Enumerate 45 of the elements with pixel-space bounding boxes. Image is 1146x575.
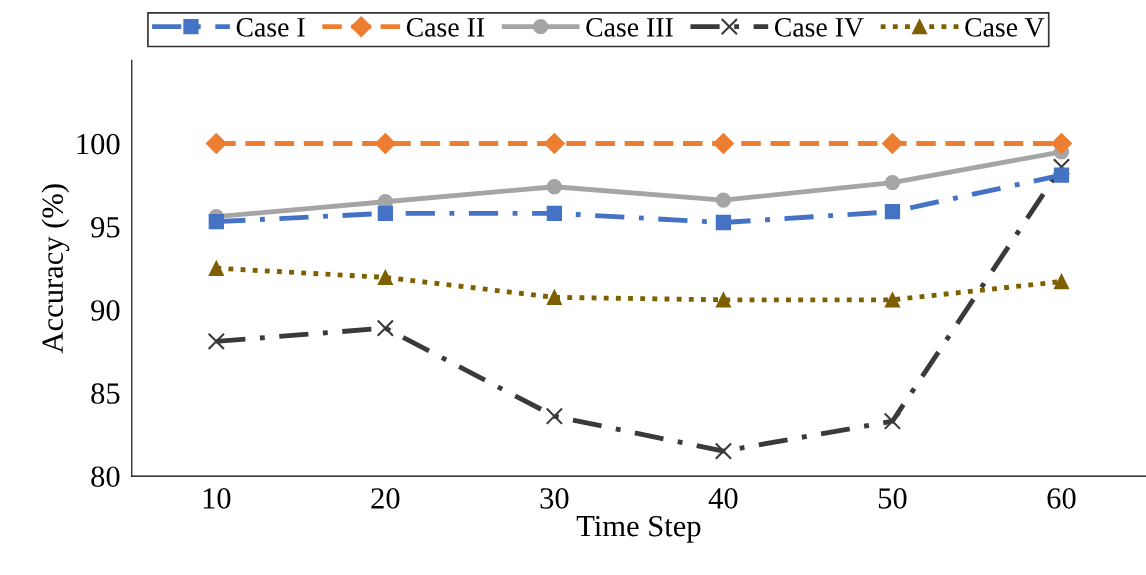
point bbox=[376, 319, 395, 337]
point bbox=[377, 269, 393, 286]
point bbox=[1052, 158, 1071, 176]
point bbox=[884, 204, 901, 220]
point bbox=[883, 412, 902, 430]
x-axis-title: Time Step bbox=[576, 515, 701, 543]
y-tick-label: 100 bbox=[77, 133, 120, 155]
legend-label: Case III bbox=[586, 18, 673, 37]
point bbox=[1053, 273, 1070, 290]
point bbox=[881, 133, 903, 155]
legend-label: Case I bbox=[236, 18, 305, 37]
point bbox=[715, 292, 732, 308]
legend-label: Case V bbox=[965, 18, 1045, 37]
y-tick-label: 85 bbox=[91, 383, 120, 404]
legend-label: Case II bbox=[406, 18, 485, 37]
point bbox=[884, 174, 901, 191]
point bbox=[377, 205, 393, 222]
point bbox=[208, 260, 224, 276]
point bbox=[715, 192, 732, 208]
x-tick-label: 40 bbox=[708, 488, 738, 509]
x-tick-label: 50 bbox=[878, 488, 907, 509]
point bbox=[1053, 167, 1070, 183]
x-tick-label: 60 bbox=[1047, 488, 1076, 509]
point bbox=[546, 179, 563, 195]
y-axis-title: Accuracy (%) bbox=[41, 184, 70, 354]
point bbox=[715, 214, 732, 231]
point bbox=[543, 133, 565, 155]
point bbox=[884, 292, 901, 308]
y-tick-label: 80 bbox=[91, 466, 120, 487]
point bbox=[207, 332, 225, 351]
point bbox=[712, 133, 734, 155]
y-tick-label: 90 bbox=[91, 300, 120, 321]
point bbox=[714, 442, 733, 460]
legend-label: Case IV bbox=[774, 18, 864, 37]
point bbox=[545, 407, 564, 425]
x-tick-label: 10 bbox=[203, 488, 231, 509]
point bbox=[1050, 133, 1072, 155]
x-tick-label: 20 bbox=[371, 488, 400, 509]
y-tick-label: 95 bbox=[91, 217, 120, 238]
point bbox=[546, 205, 563, 222]
point bbox=[208, 214, 224, 230]
point bbox=[546, 289, 563, 305]
point bbox=[374, 133, 396, 155]
x-tick-label: 30 bbox=[540, 488, 569, 509]
point bbox=[205, 133, 227, 155]
